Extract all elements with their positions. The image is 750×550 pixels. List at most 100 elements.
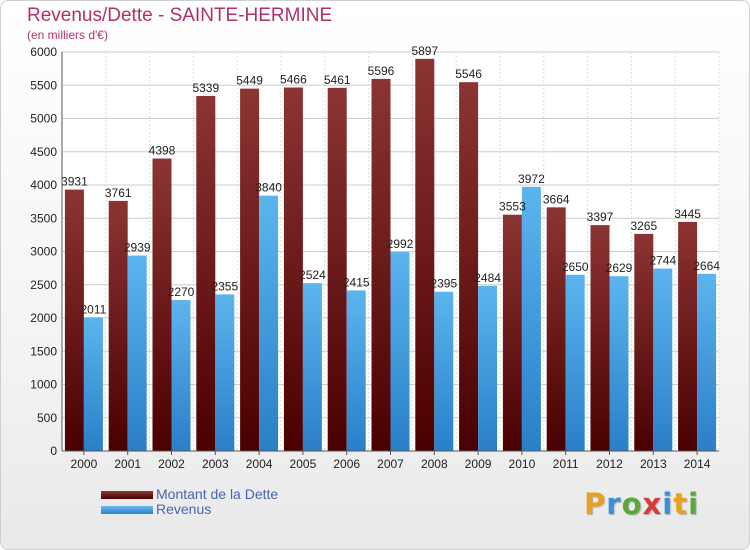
x-tick-label: 2001 [114,457,141,471]
bar-revenus [478,285,498,451]
x-tick-label: 2013 [640,457,667,471]
y-tick-label: 1500 [30,344,57,358]
y-tick-label: 3500 [30,211,57,225]
data-label-revenus: 2355 [211,279,238,293]
data-label-revenus: 2664 [693,259,720,273]
bar-debt [240,88,260,451]
x-tick-label: 2014 [684,457,711,471]
data-label-revenus: 2524 [299,268,326,282]
bar-debt [371,78,391,451]
legend-label-revenus: Revenus [156,501,212,517]
bar-revenus [653,268,673,451]
data-labels: 3931 2011 3761 2939 4398 2270 5339 2355 5449 3840… [61,44,720,316]
bar-revenus [83,317,103,451]
bar-revenus [171,300,191,451]
data-label-debt: 3553 [499,200,526,214]
data-label-debt: 3664 [543,192,570,206]
data-label-debt: 5546 [455,67,482,81]
data-label-debt: 3761 [105,186,132,200]
data-label-debt: 5596 [368,64,395,78]
y-tick-label: 500 [37,411,57,425]
bar-debt [152,158,172,451]
logo-letter: P [584,487,607,521]
bar-debt [196,95,216,452]
data-label-debt: 3445 [674,207,701,221]
legend-swatch-debt [101,491,153,499]
x-tick-label: 2005 [290,457,317,471]
x-tick-label: 2008 [421,457,448,471]
bar-debt [546,207,566,451]
bar-revenus [127,255,147,451]
data-label-revenus: 2395 [430,277,457,291]
x-tick-label: 2012 [596,457,623,471]
bar-debt [415,58,435,452]
x-tick-label: 2002 [158,457,185,471]
logo-letter: t [673,487,689,521]
bar-debt [459,82,479,451]
bar-debt [678,221,698,451]
chart-title: Revenus/Dette - SAINTE-HERMINE [27,5,333,26]
x-tick-label: 2011 [553,457,579,471]
axes: 0 500 1000 1500 2000 2500 3000 3500 4000 4500 5000… [30,45,719,471]
bar-revenus [565,274,585,451]
bar-debt [108,200,128,451]
data-label-debt: 3265 [630,219,657,233]
y-tick-label: 0 [50,444,57,458]
bar-revenus [346,290,366,451]
data-label-debt: 4398 [149,144,176,158]
data-label-revenus: 2939 [124,241,151,255]
x-tick-label: 2007 [377,457,404,471]
data-label-revenus: 2415 [343,275,370,289]
x-tick-label: 2009 [465,457,492,471]
logo-letter: i [688,487,700,521]
x-tick-label: 2000 [71,457,98,471]
legend-label-debt: Montant de la Dette [156,486,279,502]
data-label-debt: 5339 [192,81,219,95]
chart-subtitle: (en milliers d'€) [27,28,108,42]
bar-debt [634,233,654,451]
bar-revenus [390,252,410,451]
y-tick-label: 4500 [30,145,57,159]
bar-revenus [697,273,717,451]
data-label-debt: 5897 [411,44,438,58]
bar-revenus [434,291,454,451]
y-tick-label: 5000 [30,112,57,126]
data-label-revenus: 3972 [518,172,545,186]
x-tick-label: 2004 [246,457,273,471]
y-tick-label: 3000 [30,245,57,259]
logo-letter: x [642,487,663,521]
y-tick-label: 5500 [30,78,57,92]
logo-letter: o [621,487,643,521]
y-tick-label: 1000 [30,378,57,392]
bar-revenus [215,294,235,451]
bar-debt [502,214,522,451]
data-label-debt: 5461 [324,73,351,87]
bar-revenus [259,195,279,451]
y-tick-label: 4000 [30,178,57,192]
x-tick-label: 2006 [333,457,360,471]
data-label-revenus: 2629 [606,261,633,275]
data-label-debt: 3931 [61,175,88,189]
bar-debt [590,225,610,451]
data-label-revenus: 2744 [649,254,676,268]
data-label-debt: 5466 [280,73,307,87]
data-label-revenus: 2992 [387,237,414,251]
legend-swatch-revenus [101,506,153,514]
data-label-revenus: 3840 [255,181,282,195]
y-tick-label: 2500 [30,278,57,292]
logo-letter: i [662,487,674,521]
data-label-revenus: 2650 [562,260,589,274]
bar-debt [283,87,303,452]
bar-revenus [302,283,322,451]
y-tick-label: 2000 [30,311,57,325]
bar-debt [64,189,84,451]
x-tick-label: 2010 [509,457,536,471]
y-tick-label: 6000 [30,45,57,59]
x-tick-label: 2003 [202,457,229,471]
bars [64,58,717,452]
proxiti-logo: Proxiti [584,487,699,521]
bar-revenus [609,276,629,451]
data-label-debt: 3397 [587,210,614,224]
